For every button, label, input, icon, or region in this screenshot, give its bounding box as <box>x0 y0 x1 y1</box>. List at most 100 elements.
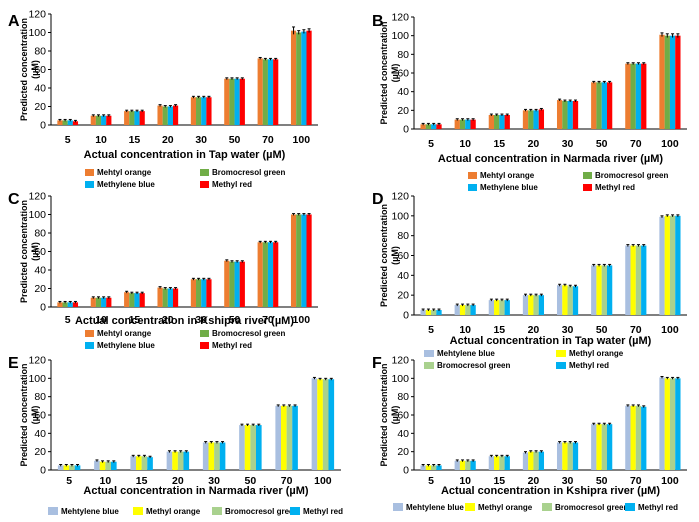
x-tick-label: 100 <box>293 314 311 326</box>
bar-d-100-2 <box>669 215 676 315</box>
legend-swatch <box>468 172 477 179</box>
bar-b-50-3 <box>606 82 613 129</box>
bar-c-15-2 <box>134 293 140 307</box>
bar-a-100-1 <box>296 32 302 125</box>
y-tick-label: 100 <box>391 30 409 42</box>
bar-c-20-2 <box>167 288 173 307</box>
bar-a-10-1 <box>95 115 102 125</box>
bar-e-10-2 <box>105 461 111 470</box>
x-tick-label: 20 <box>528 138 540 150</box>
legend-swatch <box>85 330 94 337</box>
bar-f-30-1 <box>562 442 568 470</box>
bar-a-10-2 <box>101 115 107 125</box>
y-tick-label: 100 <box>391 373 409 385</box>
bar-d-15-1 <box>494 300 500 315</box>
bar-f-15-1 <box>494 456 500 470</box>
y-tick-label: 40 <box>397 428 409 440</box>
x-tick-label: 5 <box>65 314 71 326</box>
y-tick-label: 0 <box>403 124 409 136</box>
bar-b-10-3 <box>470 119 476 129</box>
bar-f-70-2 <box>635 405 642 470</box>
bar-e-30-1 <box>208 442 215 470</box>
bar-e-10-3 <box>110 461 117 470</box>
bar-f-70-3 <box>641 406 647 470</box>
bar-c-50-1 <box>229 261 235 307</box>
bar-c-20-3 <box>172 288 179 307</box>
x-tick-label: 100 <box>661 138 679 150</box>
legend-swatch <box>468 184 477 191</box>
bar-d-50-1 <box>596 265 602 315</box>
bar-a-70-0 <box>257 58 263 125</box>
y-tick-label: 20 <box>34 446 46 458</box>
bar-a-5-0 <box>57 120 63 125</box>
bar-b-15-1 <box>494 115 500 129</box>
bar-e-15-0 <box>130 456 137 470</box>
x-tick-label: 10 <box>95 314 107 326</box>
panel-letter: E <box>8 355 19 372</box>
y-tick-label: 0 <box>40 120 46 132</box>
y-tick-label: 80 <box>34 228 46 240</box>
y-axis-label: Predicted concentration(µM) <box>19 18 40 121</box>
bar-b-100-3 <box>675 35 681 129</box>
y-tick-label: 120 <box>28 191 46 203</box>
bar-b-30-3 <box>572 101 579 129</box>
bar-a-50-1 <box>229 78 235 125</box>
bar-e-100-2 <box>322 379 329 470</box>
bar-b-5-1 <box>425 124 432 129</box>
x-tick-label: 5 <box>65 134 71 146</box>
x-tick-label: 5 <box>428 324 434 336</box>
bar-d-70-3 <box>641 245 647 315</box>
y-tick-label: 40 <box>397 270 409 282</box>
bar-c-5-3 <box>72 302 79 307</box>
bar-a-15-0 <box>124 111 130 125</box>
bar-a-5-3 <box>72 121 79 125</box>
bar-e-15-3 <box>147 457 153 470</box>
x-tick-label: 10 <box>100 475 112 487</box>
bar-a-30-0 <box>190 97 197 125</box>
y-tick-label: 120 <box>28 355 46 367</box>
bar-d-15-0 <box>488 300 495 315</box>
bar-e-100-3 <box>328 379 335 470</box>
y-tick-label: 20 <box>397 290 409 302</box>
x-tick-label: 100 <box>314 475 332 487</box>
x-tick-label: 15 <box>129 314 141 326</box>
y-tick-label: 40 <box>34 83 46 95</box>
bar-c-5-1 <box>62 302 68 307</box>
bar-f-5-2 <box>431 465 437 470</box>
bar-f-20-0 <box>522 452 529 470</box>
bar-b-5-0 <box>420 124 426 129</box>
bar-e-70-1 <box>281 405 287 470</box>
bar-c-70-2 <box>267 242 274 307</box>
y-axis-label: Predicted concentration(µM) <box>19 200 40 303</box>
bar-b-50-0 <box>591 82 597 129</box>
bar-f-20-2 <box>533 451 539 470</box>
bar-d-100-3 <box>675 215 681 315</box>
bar-d-100-0 <box>659 216 665 315</box>
bar-d-70-0 <box>625 245 631 315</box>
bar-e-50-0 <box>239 425 245 470</box>
bar-d-10-1 <box>459 305 466 315</box>
bar-b-10-2 <box>465 119 471 129</box>
y-tick-label: 20 <box>34 283 46 295</box>
bar-c-50-3 <box>239 261 245 307</box>
legend-label: Methyl red <box>638 503 678 512</box>
bar-b-10-1 <box>459 119 466 129</box>
legend-label: Mehtyl orange <box>97 329 152 338</box>
bar-f-15-3 <box>504 456 510 470</box>
legend-swatch <box>424 362 434 369</box>
bar-a-15-2 <box>134 111 140 125</box>
bar-f-50-1 <box>596 424 602 470</box>
x-tick-label: 15 <box>136 475 148 487</box>
bar-d-5-3 <box>436 310 442 315</box>
y-tick-label: 100 <box>28 209 46 221</box>
bar-a-5-2 <box>67 120 73 125</box>
bar-a-10-0 <box>90 115 96 125</box>
bar-c-30-3 <box>206 279 212 307</box>
bar-c-15-0 <box>124 292 130 307</box>
bar-b-50-2 <box>601 82 607 129</box>
